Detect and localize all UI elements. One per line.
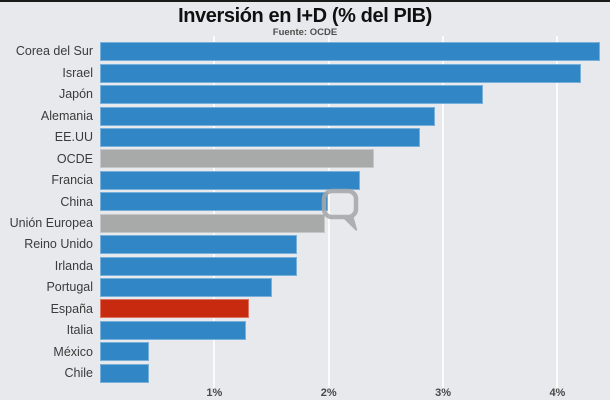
chart-title: Inversión en I+D (% del PIB) — [178, 5, 432, 27]
x-tick-label: 4% — [549, 387, 566, 399]
bar-track — [100, 42, 610, 62]
category-label: Chile — [64, 366, 94, 381]
bar-row: China — [0, 191, 610, 212]
bar — [100, 149, 375, 169]
bar — [100, 363, 150, 383]
bar-track — [100, 299, 610, 319]
gridline — [213, 36, 216, 390]
category-label: Unión Europea — [9, 215, 93, 230]
bar-row: Portugal — [0, 277, 610, 298]
bar — [100, 320, 247, 340]
category-label: Portugal — [46, 280, 93, 295]
top-border — [0, 0, 610, 2]
bar-row: Alemania — [0, 105, 610, 126]
bar-row: Israel — [0, 62, 610, 83]
category-label: Corea del Sur — [15, 44, 93, 59]
bar-track — [100, 170, 610, 190]
category-label: Irlanda — [54, 258, 93, 273]
bar-row: Chile — [0, 363, 610, 384]
x-axis: 1% 2% 3% 4% — [100, 384, 610, 400]
bar-rows: Corea del Sur Israel Japón Alemania EE.UU OCD… — [0, 41, 610, 384]
chart-source: Fuente: OCDE — [272, 27, 338, 38]
bar-row: España — [0, 298, 610, 319]
bar — [100, 299, 249, 319]
category-label: EE.UU — [54, 130, 93, 145]
category-label: México — [53, 344, 93, 359]
bar-row: EE.UU — [0, 127, 610, 148]
gridline — [556, 36, 559, 390]
bar-row: Reino Unido — [0, 234, 610, 255]
bar — [100, 256, 297, 276]
bar-row: Japón — [0, 84, 610, 105]
category-label: Israel — [62, 65, 93, 80]
bar — [100, 342, 150, 362]
bar — [100, 170, 360, 190]
bar-row: OCDE — [0, 148, 610, 169]
category-label: Alemania — [40, 108, 93, 123]
gridline — [442, 36, 445, 390]
bar-row: México — [0, 341, 610, 362]
bar-row: Unión Europea — [0, 213, 610, 234]
bar-track — [100, 106, 610, 126]
category-label: España — [50, 301, 93, 316]
bar-track — [100, 149, 610, 169]
category-label: Reino Unido — [24, 237, 93, 252]
x-tick-label: 1% — [206, 387, 223, 399]
bar-track — [100, 256, 610, 276]
bar-track — [100, 278, 610, 298]
bar-track — [100, 235, 610, 255]
bar — [100, 213, 326, 233]
bar — [100, 192, 328, 212]
bar-row: Corea del Sur — [0, 41, 610, 62]
bar-track — [100, 320, 610, 340]
x-tick-label: 2% — [320, 387, 337, 399]
x-tick-label: 3% — [435, 387, 451, 399]
bar — [100, 235, 297, 255]
category-label: China — [60, 194, 93, 209]
bar — [100, 42, 600, 62]
bar-row: Italia — [0, 320, 610, 341]
bar-track — [100, 85, 610, 105]
speech-bubble-logo-icon[interactable] — [319, 187, 361, 235]
bar-track — [100, 127, 610, 147]
bar-row: Irlanda — [0, 255, 610, 276]
category-label: Francia — [51, 173, 93, 188]
gridline — [327, 36, 330, 390]
bar — [100, 85, 484, 105]
category-label: Japón — [58, 87, 93, 102]
category-label: OCDE — [56, 151, 93, 166]
bar-track — [100, 192, 610, 212]
bar — [100, 106, 436, 126]
gridlines — [100, 36, 610, 390]
bar — [100, 278, 272, 298]
bar-track — [100, 342, 610, 362]
plot-area: Corea del Sur Israel Japón Alemania EE.UU OCD… — [0, 36, 610, 399]
bar-track — [100, 63, 610, 83]
bar — [100, 127, 421, 147]
bar — [100, 63, 582, 83]
bar-track — [100, 213, 610, 233]
bar-row: Francia — [0, 170, 610, 191]
category-label: Italia — [66, 323, 93, 338]
bar-track — [100, 363, 610, 383]
